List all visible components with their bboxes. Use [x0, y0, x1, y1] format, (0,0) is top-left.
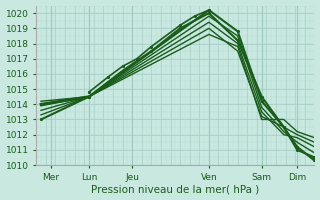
X-axis label: Pression niveau de la mer( hPa ): Pression niveau de la mer( hPa ) — [91, 184, 260, 194]
